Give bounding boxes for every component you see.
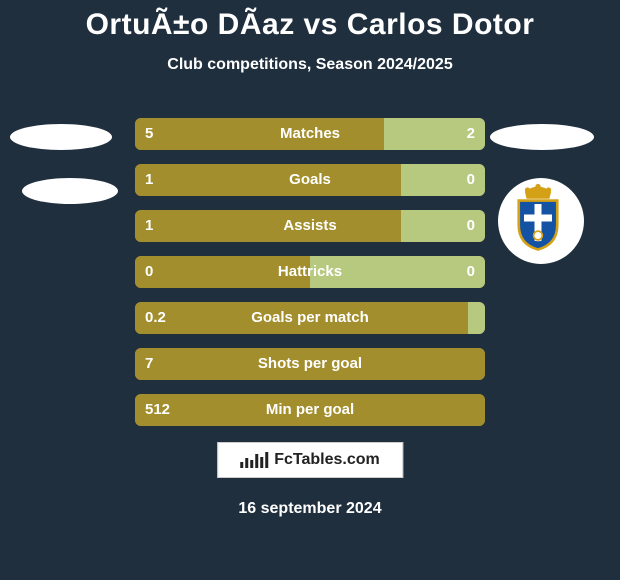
footer-date: 16 september 2024: [0, 500, 620, 518]
stat-label: Matches: [135, 118, 485, 150]
stat-label: Shots per goal: [135, 348, 485, 380]
stat-label: Assists: [135, 210, 485, 242]
page-subtitle: Club competitions, Season 2024/2025: [0, 56, 620, 74]
stat-label: Hattricks: [135, 256, 485, 288]
comparison-infographic: OrtuÃ±o DÃ­az vs Carlos Dotor Club compe…: [0, 0, 620, 580]
stat-row: 7Shots per goal: [135, 348, 485, 380]
stat-row: 0.2Goals per match: [135, 302, 485, 334]
stat-row: 512Min per goal: [135, 394, 485, 426]
stat-label: Min per goal: [135, 394, 485, 426]
stat-row: 00Hattricks: [135, 256, 485, 288]
stat-row: 10Assists: [135, 210, 485, 242]
stat-row: 52Matches: [135, 118, 485, 150]
bar-chart-icon: [240, 452, 268, 468]
brand-text: FcTables.com: [274, 451, 380, 469]
stat-label: Goals: [135, 164, 485, 196]
stat-row: 10Goals: [135, 164, 485, 196]
stat-label: Goals per match: [135, 302, 485, 334]
page-title: OrtuÃ±o DÃ­az vs Carlos Dotor: [0, 0, 620, 42]
stats-rows: 52Matches 10Goals 10Assists 00Hattricks 0.2G…: [0, 118, 620, 440]
brand-badge: FcTables.com: [217, 442, 403, 478]
